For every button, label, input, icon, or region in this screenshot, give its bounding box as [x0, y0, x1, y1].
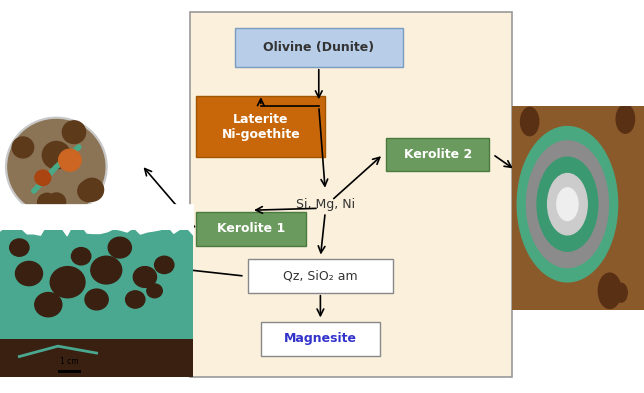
Circle shape	[62, 121, 86, 143]
FancyBboxPatch shape	[0, 230, 193, 351]
Circle shape	[59, 149, 81, 171]
Circle shape	[12, 137, 33, 158]
Circle shape	[43, 141, 70, 169]
Circle shape	[10, 239, 29, 256]
Circle shape	[6, 117, 107, 216]
FancyBboxPatch shape	[190, 12, 512, 377]
FancyBboxPatch shape	[235, 28, 402, 67]
FancyBboxPatch shape	[0, 339, 193, 377]
Circle shape	[615, 283, 627, 302]
Circle shape	[126, 291, 145, 308]
Circle shape	[517, 127, 618, 282]
Circle shape	[547, 174, 587, 235]
Circle shape	[527, 141, 609, 268]
Text: Kerolite 2: Kerolite 2	[404, 148, 472, 161]
Circle shape	[50, 266, 85, 298]
FancyBboxPatch shape	[386, 138, 489, 171]
Circle shape	[147, 284, 162, 298]
Circle shape	[35, 292, 62, 317]
Circle shape	[91, 256, 122, 284]
FancyBboxPatch shape	[248, 259, 393, 293]
Circle shape	[78, 180, 100, 202]
Circle shape	[520, 107, 539, 136]
Text: Laterite
Ni-goethite: Laterite Ni-goethite	[222, 113, 300, 141]
Circle shape	[557, 188, 578, 220]
Text: Magnesite: Magnesite	[284, 332, 357, 345]
Circle shape	[85, 289, 108, 310]
Text: Si, Mg, Ni: Si, Mg, Ni	[296, 198, 355, 211]
Circle shape	[47, 193, 66, 211]
Circle shape	[37, 193, 56, 211]
Circle shape	[537, 157, 598, 251]
Circle shape	[616, 105, 634, 133]
Circle shape	[35, 170, 51, 185]
Circle shape	[71, 248, 91, 265]
FancyBboxPatch shape	[512, 106, 644, 310]
Circle shape	[598, 273, 621, 309]
Circle shape	[80, 178, 104, 201]
FancyBboxPatch shape	[261, 322, 380, 356]
FancyBboxPatch shape	[196, 96, 325, 157]
FancyBboxPatch shape	[58, 370, 81, 373]
FancyBboxPatch shape	[196, 212, 306, 246]
Text: Qz, SiO₂ am: Qz, SiO₂ am	[283, 270, 357, 283]
Text: Kerolite 1: Kerolite 1	[217, 222, 285, 235]
Text: 1 cm: 1 cm	[61, 357, 79, 366]
Text: Olivine (Dunite): Olivine (Dunite)	[263, 40, 374, 54]
Circle shape	[15, 261, 43, 286]
Circle shape	[155, 256, 174, 274]
Circle shape	[133, 266, 156, 287]
Circle shape	[8, 119, 105, 214]
Circle shape	[108, 237, 131, 258]
